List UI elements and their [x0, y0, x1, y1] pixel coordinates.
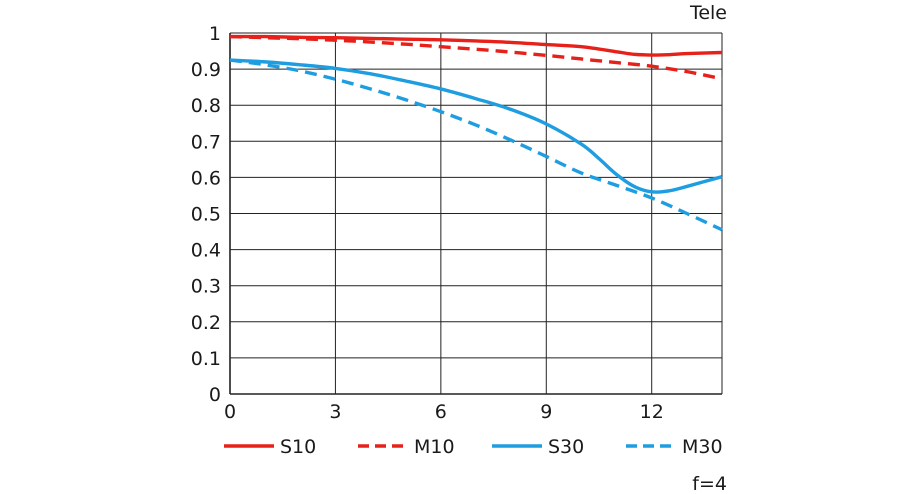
chart-title: Tele — [689, 2, 727, 24]
y-tick-label: 0.7 — [191, 131, 221, 153]
series-line-m30 — [229, 58, 723, 232]
series-line-s10 — [229, 34, 723, 57]
y-tick-label: 1 — [209, 23, 221, 45]
series-line-s30 — [229, 58, 723, 194]
y-tick-label: 0 — [209, 384, 221, 406]
x-tick-label: 3 — [329, 401, 341, 423]
y-tick-label: 0.2 — [191, 312, 221, 334]
legend: S10 M10 S30 M30 — [224, 436, 723, 458]
legend-label-m10: M10 — [414, 436, 455, 458]
y-tick-label: 0.3 — [191, 276, 221, 298]
legend-label-s30: S30 — [548, 436, 584, 458]
series-layer — [229, 34, 723, 232]
x-tick-label: 6 — [435, 401, 447, 423]
legend-label-m30: M30 — [682, 436, 723, 458]
x-tick-label: 0 — [224, 401, 236, 423]
legend-label-s10: S10 — [280, 436, 316, 458]
y-tick-label: 0.9 — [191, 59, 221, 81]
series-line-m10 — [229, 34, 723, 81]
y-tick-labels: 0 0.1 0.2 0.3 0.4 0.5 0.6 0.7 0.8 0.9 1 — [191, 23, 221, 406]
y-tick-label: 0.4 — [191, 240, 221, 262]
y-tick-label: 0.5 — [191, 204, 221, 226]
x-tick-labels: 0 3 6 9 12 — [224, 401, 664, 423]
y-tick-label: 0.6 — [191, 167, 221, 189]
aperture-label: f=4 — [692, 473, 727, 494]
y-tick-label: 0.1 — [191, 348, 221, 370]
x-tick-label: 9 — [540, 401, 552, 423]
grid — [229, 32, 723, 395]
x-tick-label: 12 — [640, 401, 664, 423]
y-tick-label: 0.8 — [191, 95, 221, 117]
